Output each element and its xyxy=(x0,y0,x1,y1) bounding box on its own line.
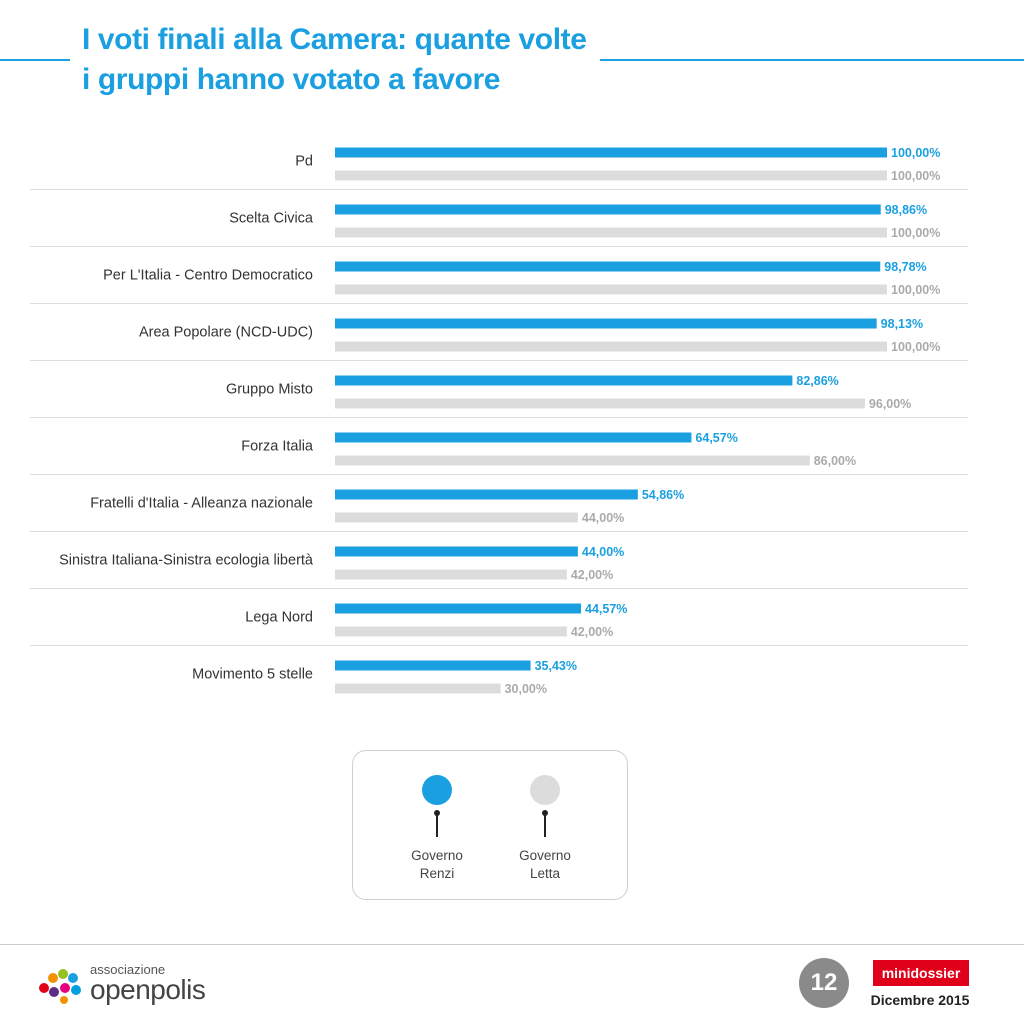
footer-rule xyxy=(0,944,1024,945)
bar-renzi-lega-nord xyxy=(335,603,582,614)
bar-chart: Pd 100,00% 100,00% Scelta Civica 98,86% 100,0… xyxy=(30,146,968,696)
value-label-letta-lega-nord: 42,00% xyxy=(571,625,613,639)
category-label-sinistra-italiana-sinistra-ecologia-libert: Sinistra Italiana-Sinistra ecologia libe… xyxy=(59,553,314,569)
bar-letta-movimento-5-stelle xyxy=(335,683,501,694)
value-label-letta-movimento-5-stelle: 30,00% xyxy=(505,682,547,696)
category-label-scelta-civica: Scelta Civica xyxy=(229,211,314,227)
value-label-renzi-movimento-5-stelle: 35,43% xyxy=(535,659,577,673)
legend-label-renzi: Governo Renzi xyxy=(411,848,463,881)
value-label-letta-sinistra-italiana-sinistra-ecologia-libert: 42,00% xyxy=(571,568,613,582)
legend-label-letta: Governo Letta xyxy=(519,848,571,881)
bar-letta-area-popolare-ncd-udc xyxy=(335,341,887,352)
bar-renzi-forza-italia xyxy=(335,432,692,443)
openpolis-logo-icon xyxy=(39,969,81,1004)
page-number-badge: 12 xyxy=(799,958,849,1008)
page-title: I voti finali alla Camera: quante volte … xyxy=(82,20,602,100)
legend-dot-letta-icon xyxy=(530,775,560,805)
value-label-letta-scelta-civica: 100,00% xyxy=(891,226,940,240)
page-title-line-2: i gruppi hanno votato a favore xyxy=(82,63,501,96)
value-label-letta-per-l-italia-centro-democratico: 100,00% xyxy=(891,283,940,297)
category-label-per-l-italia-centro-democratico: Per L'Italia - Centro Democratico xyxy=(103,268,313,284)
value-label-renzi-fratelli-d-italia-alleanza-nazionale: 54,86% xyxy=(642,488,684,502)
value-label-renzi-scelta-civica: 98,86% xyxy=(885,203,927,217)
bar-letta-fratelli-d-italia-alleanza-nazionale xyxy=(335,512,578,523)
bar-letta-pd xyxy=(335,170,887,181)
value-label-letta-area-popolare-ncd-udc: 100,00% xyxy=(891,340,940,354)
logo-big-text: openpolis xyxy=(90,974,206,1005)
legend-pin-letta-icon xyxy=(542,810,548,837)
value-label-renzi-forza-italia: 64,57% xyxy=(695,431,737,445)
title-rule-left xyxy=(0,59,70,61)
legend-dot-renzi-icon xyxy=(422,775,452,805)
category-label-gruppo-misto: Gruppo Misto xyxy=(226,382,313,398)
value-label-renzi-lega-nord: 44,57% xyxy=(585,602,627,616)
value-label-letta-forza-italia: 86,00% xyxy=(814,454,856,468)
value-label-renzi-per-l-italia-centro-democratico: 98,78% xyxy=(884,260,926,274)
legend: Governo Renzi Governo Letta xyxy=(352,750,628,900)
bar-renzi-pd xyxy=(335,147,887,158)
value-label-renzi-pd: 100,00% xyxy=(891,146,940,160)
issue-date: Dicembre 2015 xyxy=(870,992,970,1008)
title-rule-right xyxy=(600,59,1024,61)
category-label-area-popolare-ncd-udc: Area Popolare (NCD-UDC) xyxy=(139,325,313,341)
logo-small-text: associazione xyxy=(90,962,166,977)
bar-renzi-fratelli-d-italia-alleanza-nazionale xyxy=(335,489,638,500)
legend-item-letta: Governo Letta xyxy=(505,775,585,883)
category-label-lega-nord: Lega Nord xyxy=(245,610,313,626)
bar-letta-gruppo-misto xyxy=(335,398,865,409)
bar-renzi-scelta-civica xyxy=(335,204,881,215)
page-title-line-1: I voti finali alla Camera: quante volte xyxy=(82,23,587,56)
category-label-pd: Pd xyxy=(295,154,313,170)
value-label-renzi-gruppo-misto: 82,86% xyxy=(796,374,838,388)
bar-letta-forza-italia xyxy=(335,455,810,466)
bar-renzi-gruppo-misto xyxy=(335,375,793,386)
value-label-letta-pd: 100,00% xyxy=(891,169,940,183)
bar-letta-scelta-civica xyxy=(335,227,887,238)
bar-letta-lega-nord xyxy=(335,626,567,637)
bar-letta-sinistra-italiana-sinistra-ecologia-libert xyxy=(335,569,567,580)
bar-renzi-area-popolare-ncd-udc xyxy=(335,318,877,329)
bar-renzi-movimento-5-stelle xyxy=(335,660,531,671)
category-label-forza-italia: Forza Italia xyxy=(241,439,314,455)
value-label-renzi-area-popolare-ncd-udc: 98,13% xyxy=(881,317,923,331)
category-label-movimento-5-stelle: Movimento 5 stelle xyxy=(192,667,313,683)
openpolis-logo: associazione openpolis xyxy=(36,962,236,1010)
category-label-fratelli-d-italia-alleanza-nazionale: Fratelli d'Italia - Alleanza nazionale xyxy=(90,496,313,512)
bar-renzi-sinistra-italiana-sinistra-ecologia-libert xyxy=(335,546,578,557)
value-label-renzi-sinistra-italiana-sinistra-ecologia-libert: 44,00% xyxy=(582,545,624,559)
bar-letta-per-l-italia-centro-democratico xyxy=(335,284,887,295)
value-label-letta-fratelli-d-italia-alleanza-nazionale: 44,00% xyxy=(582,511,624,525)
value-label-letta-gruppo-misto: 96,00% xyxy=(869,397,911,411)
legend-pin-renzi-icon xyxy=(434,810,440,837)
legend-item-renzi: Governo Renzi xyxy=(397,775,477,883)
minidossier-tag: minidossier xyxy=(873,960,969,986)
bar-renzi-per-l-italia-centro-democratico xyxy=(335,261,881,272)
